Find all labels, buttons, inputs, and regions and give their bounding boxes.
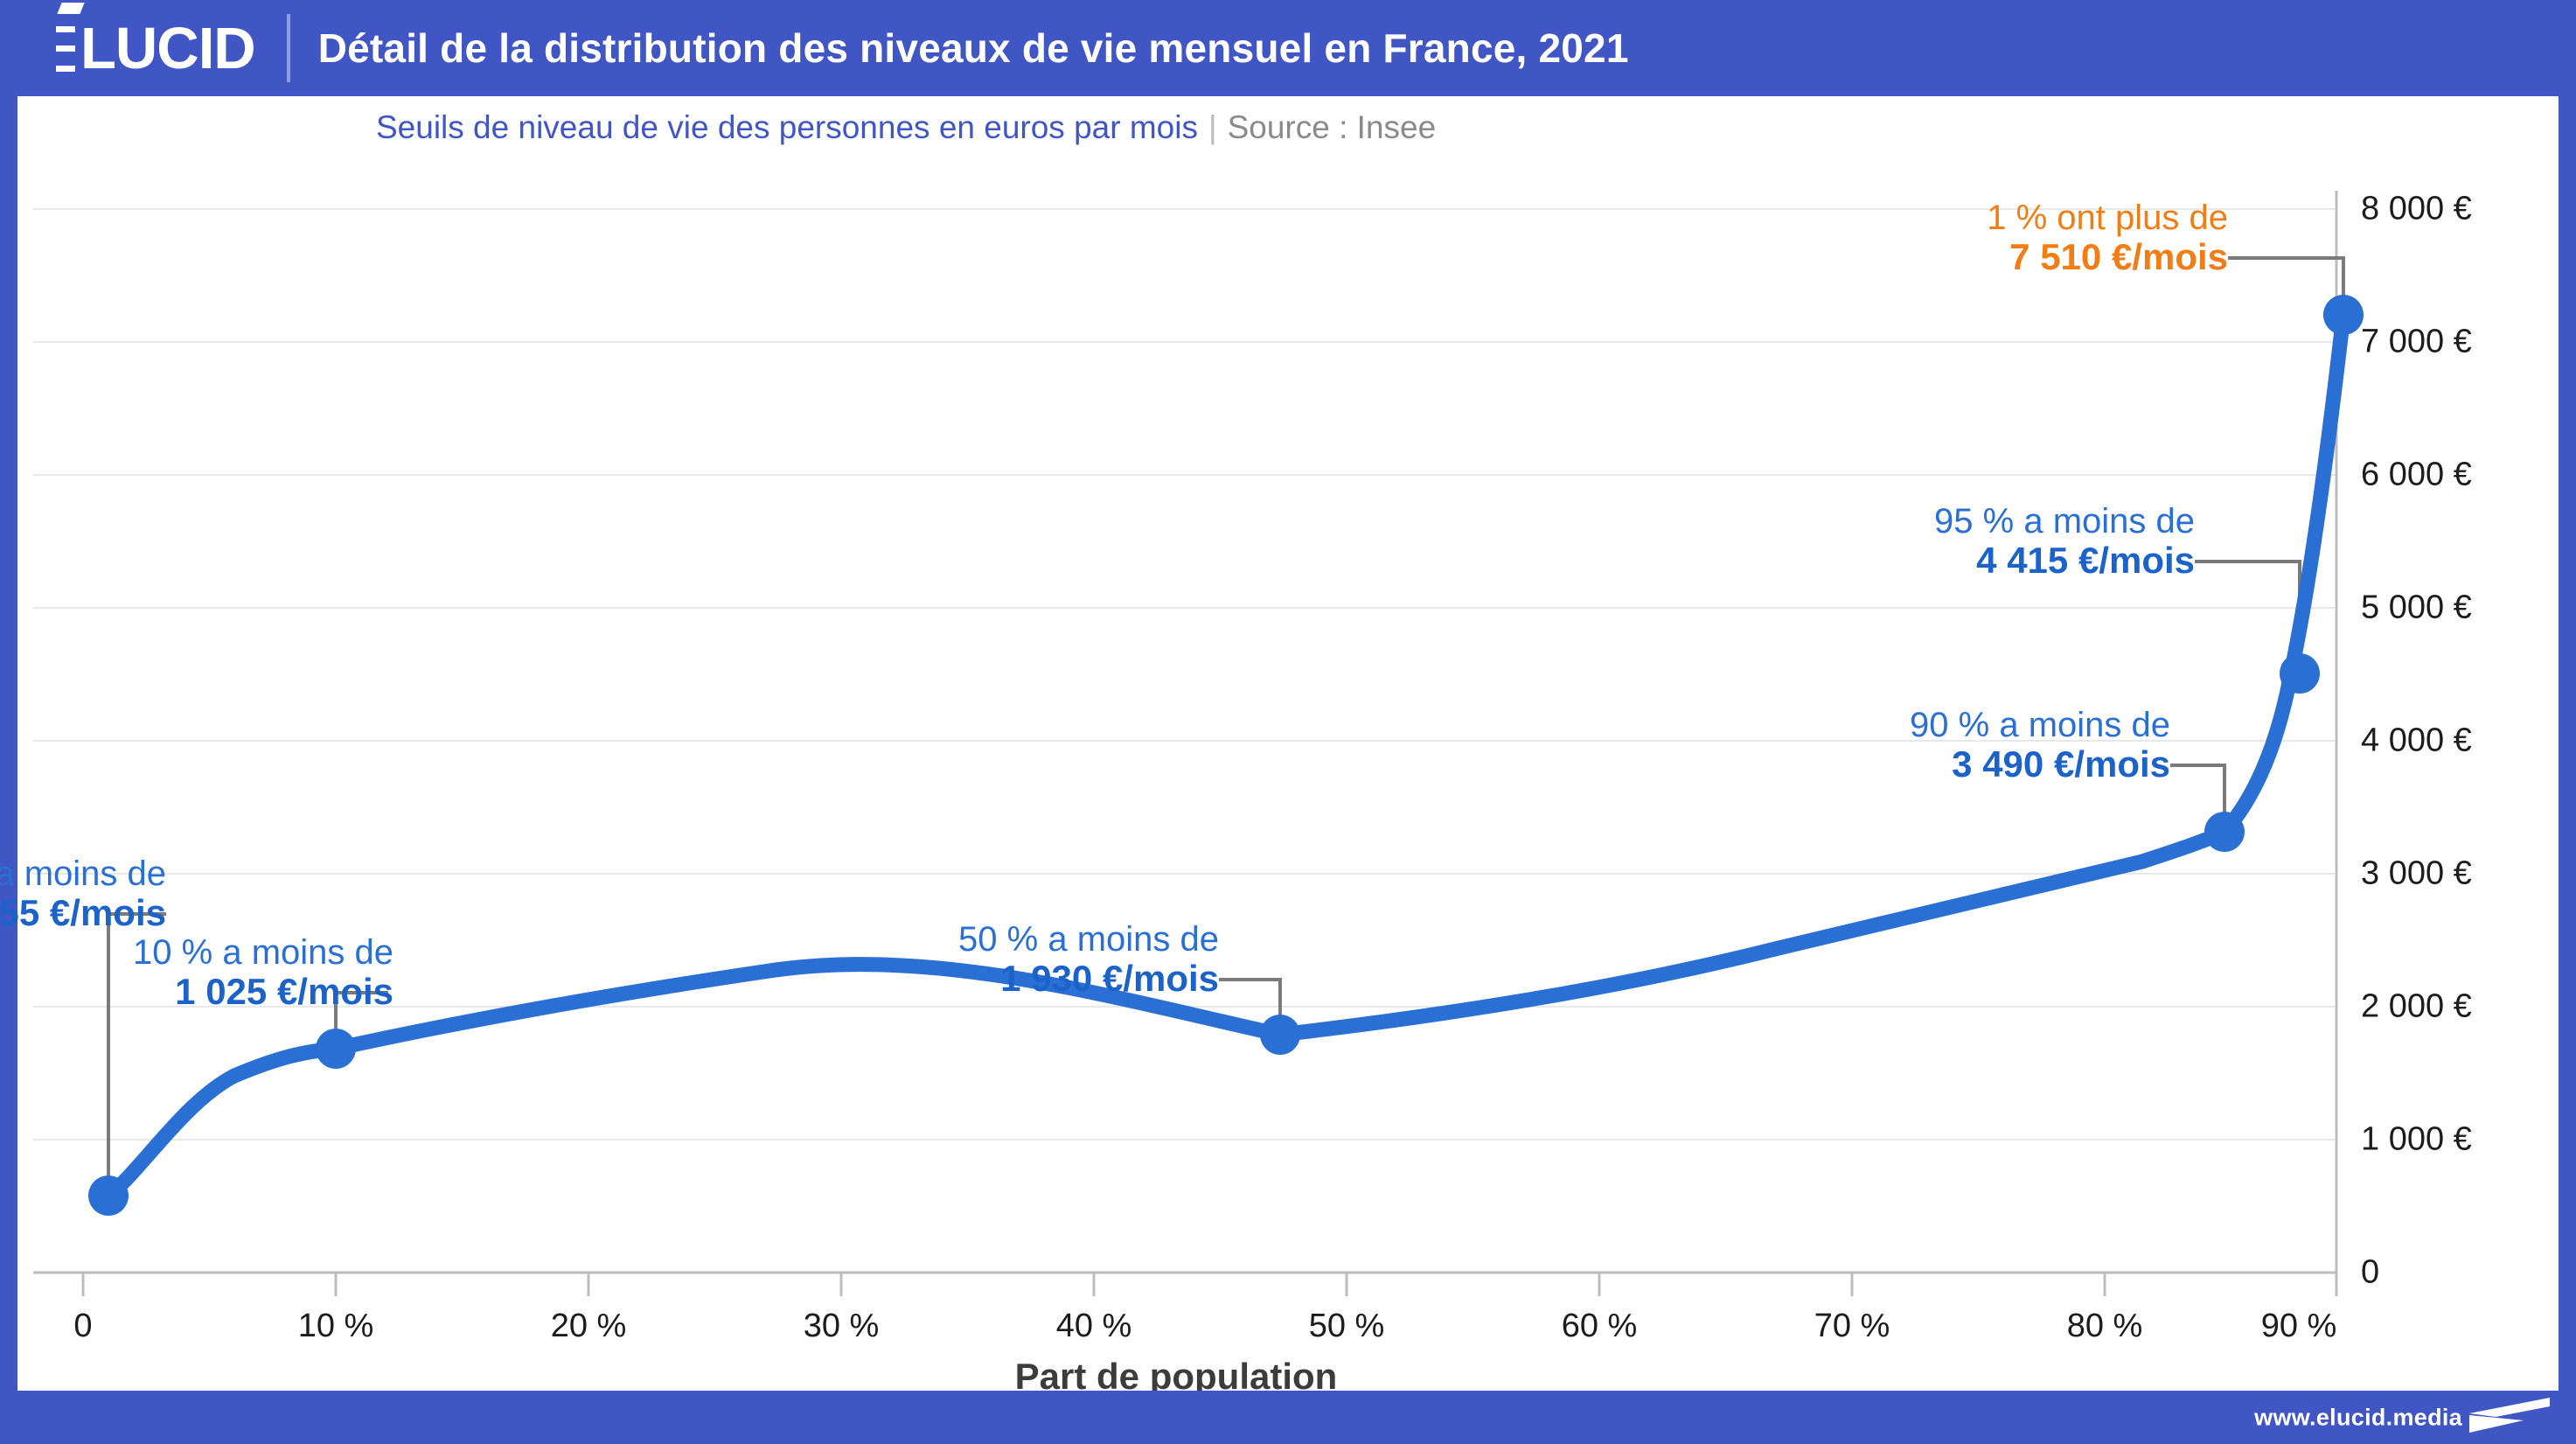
x-tick-30: 30 % xyxy=(803,1308,880,1344)
x-tick-80: 80 % xyxy=(2066,1308,2143,1344)
annotation-95pct: 95 % a moins de 4 415 €/mois xyxy=(1705,502,2195,582)
header-bar: LUCID Détail de la distribution des nive… xyxy=(0,0,2576,96)
annotation-10pct-line2: 1 025 €/mois xyxy=(175,971,393,1013)
y-tick-3000: 3 000 € xyxy=(2361,855,2472,892)
y-tick-1000: 1 000 € xyxy=(2361,1120,2472,1158)
x-tick-70: 70 % xyxy=(1814,1308,1890,1344)
annotation-99pct-line1: 1 % ont plus de xyxy=(1987,199,2228,237)
y-tick-2000: 2 000 € xyxy=(2361,987,2472,1025)
logo-e-bars-icon xyxy=(56,25,75,72)
x-tick-10: 10 % xyxy=(297,1308,374,1344)
annotation-50pct: 50 % a moins de 1 930 €/mois xyxy=(738,920,1219,1000)
marker-95pct xyxy=(2280,653,2320,694)
gridlines xyxy=(33,208,2335,1273)
elucid-logo: LUCID xyxy=(54,2,256,81)
annotation-50pct-line1: 50 % a moins de xyxy=(958,920,1219,959)
page-title: Détail de la distribution des niveaux de… xyxy=(317,25,1629,71)
marker-50pct xyxy=(1260,1015,1300,1055)
annotation-95pct-line2: 4 415 €/mois xyxy=(1976,540,2195,582)
subtitle-source: Source : Insee xyxy=(1227,109,1437,145)
annotation-90pct: 90 % a moins de 3 490 €/mois xyxy=(1681,706,2170,785)
annotation-90pct-line2: 3 490 €/mois xyxy=(1952,743,2170,785)
annotation-1pct-line2: 455 €/mois xyxy=(0,892,166,934)
footer-bar: www.elucid.media xyxy=(0,1391,2576,1444)
subtitle-main: Seuils de niveau de vie des personnes en… xyxy=(376,109,1198,145)
annotation-99pct: 1 % ont plus de 7 510 €/mois xyxy=(1747,199,2228,278)
annotation-10pct-line1: 10 % a moins de xyxy=(133,933,393,972)
marker-10pct xyxy=(316,1029,356,1069)
elucid-arrow-icon xyxy=(2469,1398,2550,1433)
x-axis-ticks xyxy=(81,1273,2338,1296)
marker-1pct xyxy=(88,1175,129,1216)
annotation-95pct-line1: 95 % a moins de xyxy=(1934,502,2195,541)
y-tick-0: 0 xyxy=(2361,1253,2380,1291)
logo-accent-icon xyxy=(57,2,85,14)
y-tick-5000: 5 000 € xyxy=(2361,589,2472,626)
annotation-1pct-line1: 1 % a moins de xyxy=(0,855,166,893)
y-tick-4000: 4 000 € xyxy=(2361,722,2472,759)
annotation-99pct-line2: 7 510 €/mois xyxy=(2009,236,2228,278)
x-tick-40: 40 % xyxy=(1055,1308,1132,1344)
x-axis-title: Part de population xyxy=(1014,1356,1338,1397)
x-tick-90: 90 % xyxy=(2260,1308,2337,1344)
data-markers xyxy=(88,295,2364,1216)
marker-90pct xyxy=(2204,812,2245,852)
y-tick-7000: 7 000 € xyxy=(2361,323,2472,360)
subtitle-separator: | xyxy=(1208,109,1217,145)
x-tick-50: 50 % xyxy=(1308,1308,1385,1344)
y-tick-8000: 8 000 € xyxy=(2361,190,2472,227)
logo-label: LUCID xyxy=(80,15,256,81)
chart-svg xyxy=(33,191,2364,1296)
annotation-1pct: 1 % a moins de 455 €/mois xyxy=(0,855,166,934)
x-tick-60: 60 % xyxy=(1561,1308,1638,1344)
footer-url[interactable]: www.elucid.media xyxy=(2254,1404,2462,1430)
annotation-90pct-line1: 90 % a moins de xyxy=(1910,706,2170,744)
annotation-10pct: 10 % a moins de 1 025 €/mois xyxy=(0,933,393,1013)
header-divider xyxy=(286,14,290,82)
annotation-50pct-line2: 1 930 €/mois xyxy=(1000,958,1219,1000)
chart-card: Seuils de niveau de vie des personnes en… xyxy=(0,96,2559,1398)
marker-99pct xyxy=(2323,295,2364,335)
x-tick-20: 20 % xyxy=(550,1308,627,1344)
chart-subtitle: Seuils de niveau de vie des personnes en… xyxy=(376,109,1436,146)
y-tick-6000: 6 000 € xyxy=(2361,456,2472,493)
x-tick-0: 0 xyxy=(73,1308,93,1344)
plot-area: 0 1 000 € 2 000 € 3 000 € 4 000 € 5 000 … xyxy=(0,96,2559,1398)
